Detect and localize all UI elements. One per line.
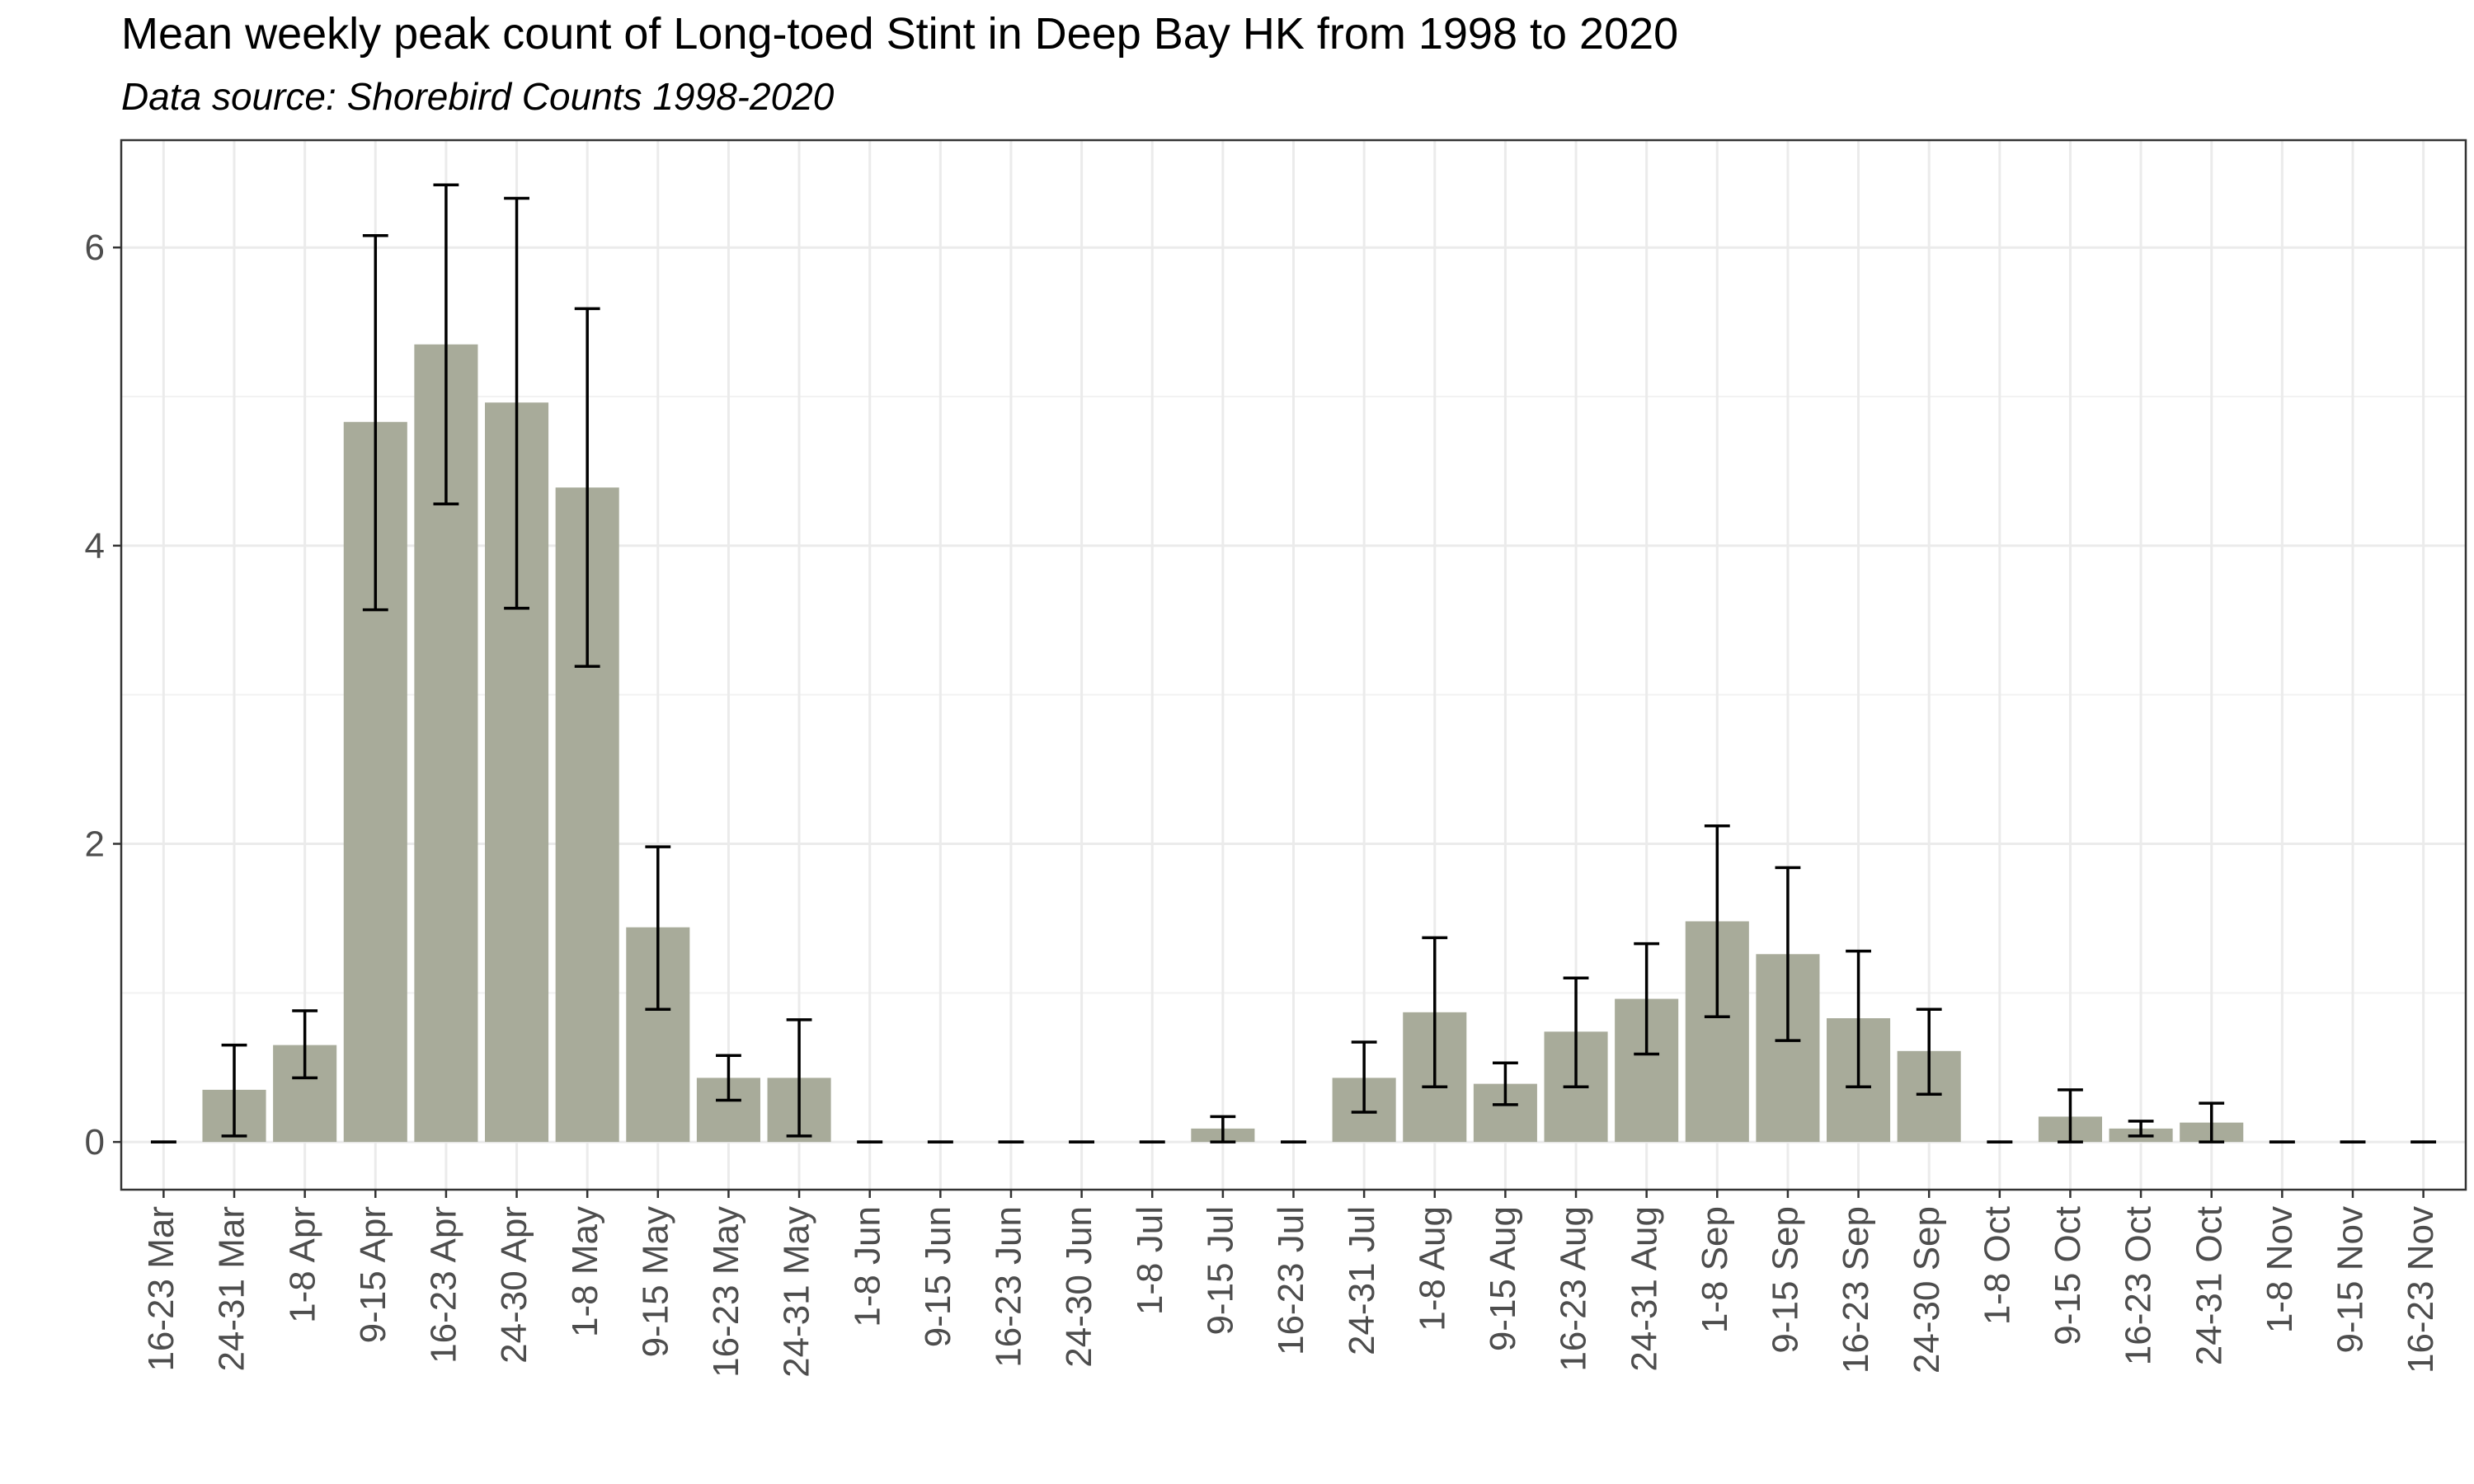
error-bar — [433, 183, 459, 505]
x-tick-label: 9-15 Nov — [2331, 1206, 2371, 1354]
error-bar — [645, 845, 671, 1011]
x-tick-label: 16-23 Aug — [1554, 1206, 1594, 1372]
x-tick-label: 1-8 Apr — [282, 1206, 322, 1323]
x-tick-label: 1-8 Aug — [1412, 1206, 1452, 1331]
x-tick-label: 16-23 Jun — [989, 1206, 1029, 1368]
x-tick-label: 24-30 Sep — [1907, 1206, 1947, 1374]
error-bar — [716, 1054, 741, 1102]
error-bar — [1634, 942, 1660, 1056]
x-tick-label: 1-8 Jun — [847, 1206, 887, 1327]
error-bar — [786, 1018, 812, 1138]
x-tick-label: 16-23 May — [706, 1206, 746, 1378]
error-bar — [2199, 1101, 2225, 1144]
x-tick-label: 16-23 Sep — [1836, 1206, 1876, 1374]
x-tick-label: 9-15 Aug — [1483, 1206, 1523, 1351]
error-bar — [1563, 976, 1589, 1088]
y-tick-label: 4 — [85, 526, 105, 566]
error-bar — [1704, 824, 1730, 1018]
y-tick-label: 6 — [85, 228, 105, 268]
error-bars — [150, 183, 2437, 1144]
error-bar — [221, 1043, 247, 1138]
error-bar — [1351, 1040, 1377, 1114]
error-bar — [1846, 949, 1871, 1088]
bars — [131, 344, 2456, 1143]
axes: 0 2 4 6 16-23 Mar 24-31 Mar 1-8 Apr 9-15 Apr 16-… — [85, 228, 2442, 1378]
x-tick-label: 16-23 Nov — [2401, 1206, 2441, 1374]
x-tick-label: 1-8 Nov — [2260, 1206, 2300, 1333]
x-tick-label: 16-23 Oct — [2119, 1206, 2159, 1365]
x-tick-label: 16-23 Jul — [1271, 1206, 1311, 1355]
x-tick-label: 9-15 Sep — [1766, 1206, 1806, 1354]
error-bar — [292, 1009, 318, 1080]
x-tick-label: 1-8 May — [565, 1206, 605, 1337]
error-bar — [2128, 1120, 2154, 1138]
x-tick-label: 1-8 Oct — [1977, 1206, 2017, 1325]
chart-title: Mean weekly peak count of Long-toed Stin… — [121, 9, 1679, 59]
error-bar — [1492, 1061, 1518, 1106]
error-bar — [574, 307, 600, 669]
x-tick-label: 9-15 May — [635, 1206, 675, 1357]
x-tick-label: 24-31 Mar — [212, 1206, 252, 1372]
x-tick-label: 9-15 Jul — [1200, 1206, 1240, 1336]
x-tick-label: 24-31 Aug — [1624, 1206, 1664, 1372]
error-bar — [1210, 1115, 1236, 1144]
x-tick-label: 24-30 Apr — [494, 1206, 534, 1364]
x-tick-label: 9-15 Oct — [2048, 1206, 2088, 1345]
x-tick-label: 16-23 Mar — [141, 1206, 181, 1372]
error-bar — [1775, 866, 1801, 1042]
x-tick-label: 24-31 May — [777, 1206, 817, 1378]
error-bar — [1422, 936, 1448, 1088]
error-bar — [1916, 1007, 1942, 1097]
x-tick-label: 1-8 Jul — [1130, 1206, 1170, 1315]
y-tick-label: 2 — [85, 824, 105, 864]
error-bar — [504, 196, 529, 610]
error-bar — [362, 233, 388, 612]
x-tick-label: 24-30 Jun — [1059, 1206, 1099, 1368]
x-tick-label: 16-23 Apr — [424, 1206, 464, 1364]
chart-subtitle: Data source: Shorebird Counts 1998-2020 — [121, 75, 835, 118]
error-bar — [2058, 1088, 2083, 1144]
x-tick-label: 24-31 Oct — [2189, 1206, 2229, 1365]
x-tick-label: 1-8 Sep — [1695, 1206, 1735, 1333]
y-tick-label: 0 — [85, 1122, 105, 1162]
x-tick-label: 9-15 Jun — [918, 1206, 958, 1347]
x-tick-label: 9-15 Apr — [353, 1206, 393, 1343]
x-tick-label: 24-31 Jul — [1342, 1206, 1382, 1355]
